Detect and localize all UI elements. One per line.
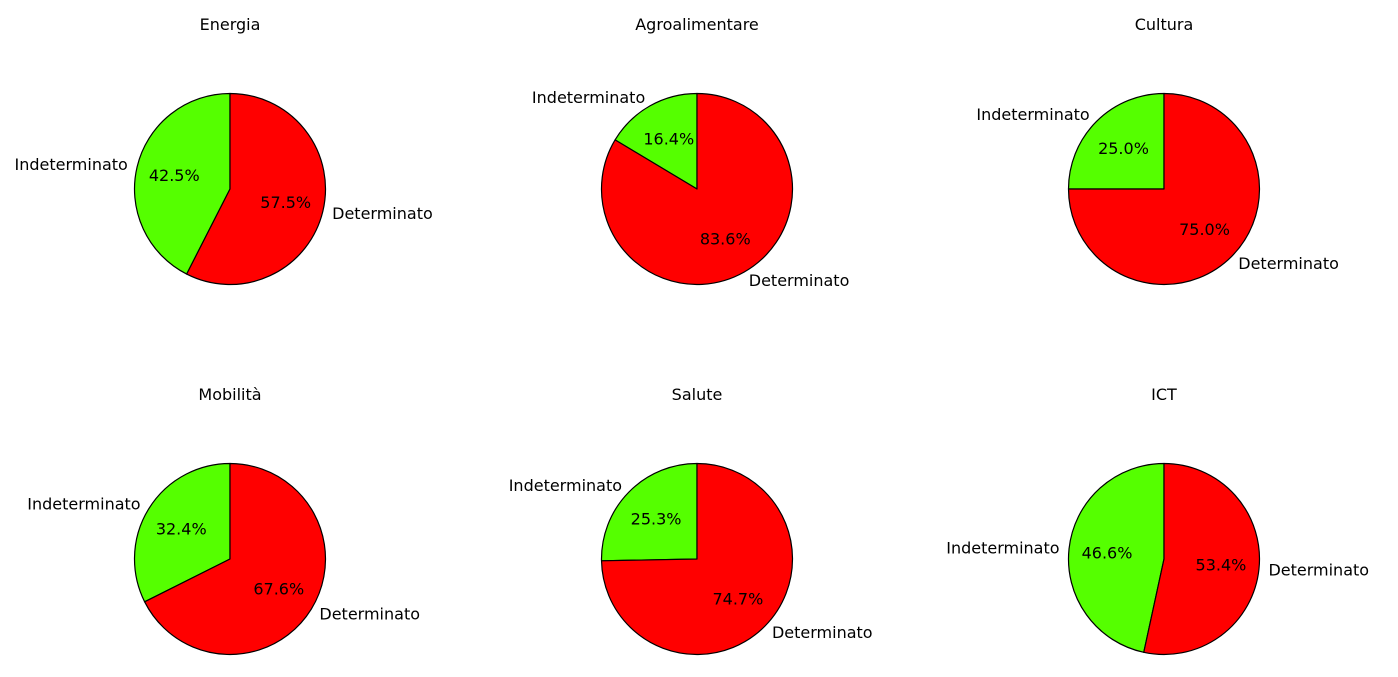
slice-label: Indeterminato — [15, 155, 128, 174]
percent-label: 25.3% — [631, 509, 682, 528]
pie-slice-determinato — [144, 462, 327, 656]
percent-label: 16.4% — [643, 130, 694, 149]
slice-label: Determinato — [1268, 561, 1369, 580]
percent-label: 32.4% — [156, 519, 207, 538]
percent-label: 74.7% — [712, 590, 763, 609]
percent-label: 46.6% — [1082, 543, 1133, 562]
pie-slice-determinato — [600, 462, 794, 656]
pie-chart: Energia Indeterminato 42.5% Determinato 57.5… — [15, 15, 433, 286]
percent-label: 42.5% — [149, 166, 200, 185]
pie-slice-determinato — [186, 92, 327, 286]
slice-label: Indeterminato — [946, 538, 1059, 557]
pie-slice-indeterminato — [1067, 92, 1165, 190]
percent-label: 67.6% — [253, 580, 304, 599]
pie-title: ICT — [1151, 385, 1177, 404]
pie-chart: Salute Indeterminato 25.3% Determinato 74.7% — [509, 385, 873, 656]
pie-chart: Mobilità Indeterminato 32.4% Determinato 67.… — [27, 385, 420, 656]
pie-chart: Agroalimentare Indeterminato 16.4% Determin… — [532, 15, 849, 290]
pie-chart: ICT Indeterminato 46.6% Determinato 53.4% — [946, 385, 1369, 656]
pie-slice-determinato — [1067, 92, 1261, 286]
pie-title: Mobilità — [198, 385, 261, 404]
pie-chart: Cultura Indeterminato 25.0% Determinato 75.0… — [976, 15, 1339, 286]
slice-label: Determinato — [749, 271, 850, 290]
pie-slice-indeterminato — [600, 462, 698, 562]
percent-label: 57.5% — [260, 193, 311, 212]
slice-label: Determinato — [332, 204, 433, 223]
percent-label: 53.4% — [1196, 556, 1247, 575]
pie-slice-determinato — [600, 92, 794, 286]
slice-label: Determinato — [319, 605, 420, 624]
pie-slice-indeterminato — [1067, 462, 1165, 653]
slice-label: Determinato — [772, 623, 873, 642]
slice-label: Indeterminato — [976, 105, 1089, 124]
percent-label: 25.0% — [1098, 139, 1149, 158]
pie-slice-indeterminato — [133, 462, 231, 603]
pie-title: Cultura — [1135, 15, 1194, 34]
slice-label: Indeterminato — [532, 88, 645, 107]
pie-slice-indeterminato — [614, 92, 698, 190]
pie-slice-indeterminato — [133, 92, 231, 275]
pie-title: Agroalimentare — [635, 15, 759, 34]
percent-label: 75.0% — [1179, 220, 1230, 239]
slice-label: Determinato — [1238, 254, 1339, 273]
pie-title: Energia — [200, 15, 261, 34]
percent-label: 83.6% — [700, 229, 751, 248]
slice-label: Indeterminato — [509, 476, 622, 495]
slice-label: Indeterminato — [27, 494, 140, 513]
pie-slice-determinato — [1143, 462, 1261, 656]
pie-title: Salute — [672, 385, 723, 404]
